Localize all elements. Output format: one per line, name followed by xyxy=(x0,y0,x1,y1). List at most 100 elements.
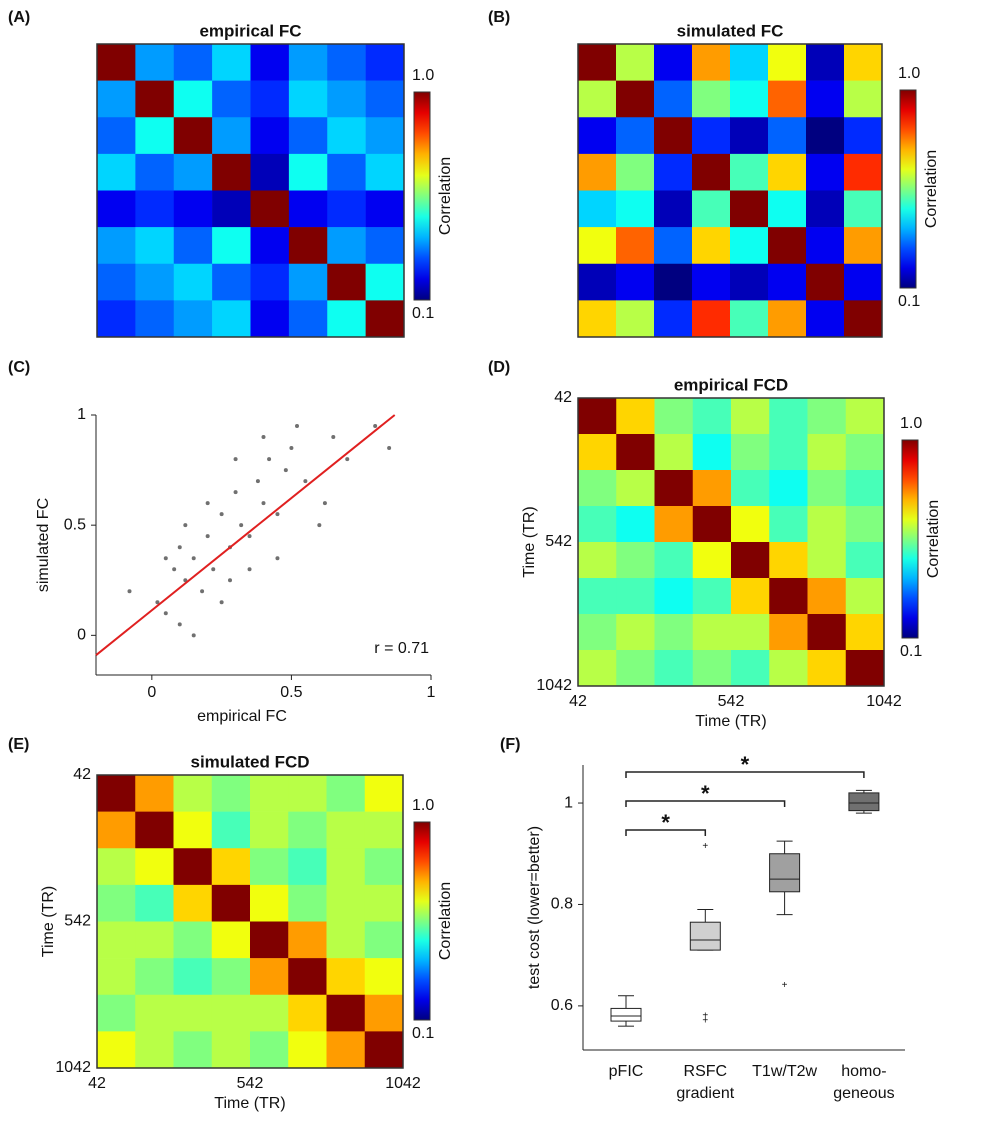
x-axis-label: Time (TR) xyxy=(214,1095,285,1112)
scatter-point xyxy=(317,523,322,528)
heatmap-cell xyxy=(250,263,290,301)
heatmap-cell xyxy=(806,44,845,81)
colorbar xyxy=(901,439,919,639)
heatmap-cell xyxy=(768,300,807,338)
heatmap-cell xyxy=(365,263,405,301)
heatmap-cell xyxy=(288,80,328,118)
scatter-point xyxy=(200,589,205,594)
heatmap-cell xyxy=(365,153,405,191)
heatmap-cell xyxy=(692,578,732,615)
heatmap-cell xyxy=(654,44,693,81)
flier: + xyxy=(702,841,708,852)
scatter-point xyxy=(205,534,210,539)
heatmap-cell xyxy=(327,263,366,301)
heatmap-cell xyxy=(844,190,883,228)
colorbar-tick-label: 1.0 xyxy=(900,415,922,432)
heatmap-cell xyxy=(364,811,404,849)
heatmap-cell xyxy=(288,153,328,191)
heatmap-cell xyxy=(97,190,136,228)
heatmap-cell xyxy=(807,650,847,687)
scatter-point xyxy=(228,578,232,583)
heatmap-cell xyxy=(97,117,136,155)
colorbar-label: Correlation xyxy=(925,500,942,578)
heatmap-cell xyxy=(212,227,251,265)
scatter-point xyxy=(322,501,327,506)
heatmap-cell xyxy=(578,542,617,579)
heatmap-cell xyxy=(769,542,808,579)
heatmap-cell xyxy=(364,994,404,1032)
heatmap-cell xyxy=(578,190,617,228)
heatmap-cell xyxy=(97,775,136,812)
heatmap-cell xyxy=(211,994,251,1032)
x-tick-label: geneous xyxy=(833,1085,894,1102)
heatmap-cell xyxy=(806,263,845,301)
significance-bracket xyxy=(625,771,865,778)
heatmap-cell xyxy=(135,848,174,886)
heatmap-cell xyxy=(212,117,251,155)
heatmap-cell xyxy=(692,614,732,651)
heatmap-cell xyxy=(97,958,136,996)
significance-bracket xyxy=(625,829,707,836)
heatmap-cell xyxy=(768,80,807,118)
heatmap-cell xyxy=(211,958,251,996)
y-tick-label: 542 xyxy=(545,533,572,550)
heatmap-cell xyxy=(654,470,694,507)
heatmap-cell xyxy=(692,227,731,265)
heatmap-cell xyxy=(654,614,694,651)
heatmap-cell xyxy=(616,650,655,687)
heatmap-cell xyxy=(288,884,327,922)
heatmap-cell xyxy=(844,263,883,301)
heatmap-cell xyxy=(250,117,290,155)
heatmap-cell xyxy=(654,190,693,228)
scatter-point xyxy=(155,600,160,605)
heatmap-cell xyxy=(288,190,328,228)
heatmap-cell xyxy=(616,578,655,615)
heatmap-cell xyxy=(578,506,617,543)
heatmap-cell xyxy=(212,263,251,301)
heatmap-cell xyxy=(692,263,731,301)
heatmap-cell xyxy=(578,80,617,118)
heatmap-cell xyxy=(731,614,770,651)
heatmap-cell xyxy=(250,44,290,81)
x-tick-label: T1w/T2w xyxy=(752,1063,817,1080)
heatmap-cell xyxy=(578,614,617,651)
heatmap-cell xyxy=(173,190,213,228)
heatmap-cell xyxy=(173,921,213,959)
heatmap-cell xyxy=(173,1031,213,1069)
heatmap-cell xyxy=(173,775,213,812)
heatmap-cell xyxy=(250,958,289,996)
scatter-point xyxy=(283,468,288,473)
heatmap-cell xyxy=(250,811,289,849)
heatmap-cell xyxy=(692,300,731,338)
heatmap-cell xyxy=(364,884,404,922)
scatter-point xyxy=(177,622,182,627)
heatmap-cell xyxy=(288,921,327,959)
y-tick-label: 42 xyxy=(554,389,572,406)
y-axis-label: Time (TR) xyxy=(40,886,57,957)
heatmap-cell xyxy=(730,117,769,155)
heatmap-cell xyxy=(288,958,327,996)
heatmap-cell xyxy=(730,80,769,118)
heatmap-cell xyxy=(616,263,655,301)
heatmap-cell xyxy=(578,117,617,155)
heatmap-cell xyxy=(616,44,655,81)
heatmap-cell xyxy=(173,884,213,922)
heatmap-cell xyxy=(769,398,808,435)
heatmap-cell xyxy=(326,775,366,812)
x-tick-label: 1042 xyxy=(385,1075,421,1092)
box xyxy=(769,853,801,893)
chart-title: simulated FC xyxy=(677,21,784,40)
heatmap-cell xyxy=(845,650,885,687)
heatmap-cell xyxy=(654,506,694,543)
y-tick-label: 1 xyxy=(77,406,86,423)
heatmap-cell xyxy=(288,848,327,886)
heatmap-cell xyxy=(692,190,731,228)
heatmap-cell xyxy=(173,44,213,81)
heatmap-cell xyxy=(211,1031,251,1069)
heatmap-cell xyxy=(135,300,175,338)
y-tick-label: 1 xyxy=(564,794,573,811)
y-tick-label: 0.5 xyxy=(64,516,86,533)
heatmap-cell xyxy=(135,884,174,922)
heatmap-cell xyxy=(616,190,655,228)
scatter-point xyxy=(331,435,336,440)
